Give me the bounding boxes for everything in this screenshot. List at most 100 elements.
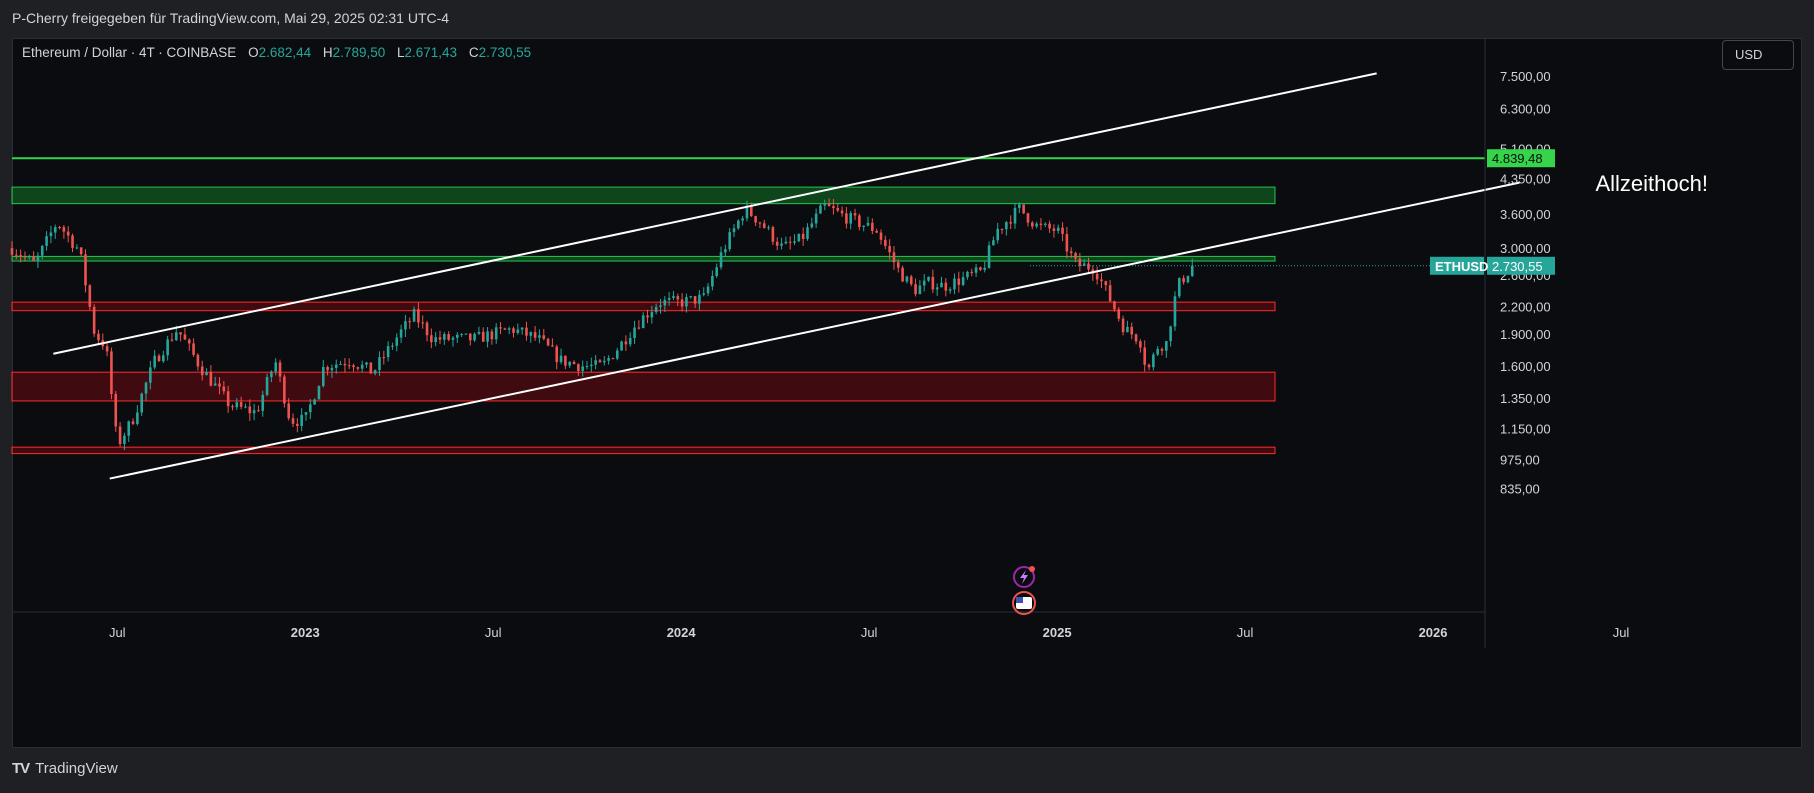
candle-body [832,206,835,209]
candle-body [118,426,122,444]
tradingview-logo-icon[interactable]: TV [12,760,30,777]
candle [123,432,126,451]
candle [663,296,667,313]
candle-body [966,271,969,278]
ath-price-badge [1487,149,1555,168]
candle-body [321,367,325,387]
candle [287,398,290,421]
candle-body [685,297,688,307]
candle-body [131,421,135,424]
candle-body [309,404,312,413]
candle [1052,224,1056,238]
candle [235,397,239,410]
axis-layer: 7.500,006.300,005.100,004.350,003.600,00… [12,38,1629,648]
candle [819,203,822,214]
candle [957,271,961,293]
candle [676,293,680,306]
candle-body [559,355,563,363]
candle-body [36,255,40,262]
candle-body [819,205,822,214]
candle [667,291,671,306]
candle [884,235,887,250]
candle-body [421,322,425,324]
event-icons [1012,566,1036,615]
candle [780,237,783,250]
candle-body [1143,347,1146,365]
candle-body [927,276,930,281]
currency-button[interactable]: USD [1722,40,1794,70]
x-tick-label: 2023 [291,625,320,640]
candle [551,338,554,347]
candle [1173,291,1177,331]
candle [443,332,446,345]
candle [92,304,96,337]
candle-body [793,241,796,243]
candle [1139,339,1142,353]
candle [706,283,710,297]
candle [1190,258,1194,278]
candle-body [386,346,390,358]
candle-body [1165,341,1168,351]
candle [131,418,135,426]
candle [1165,340,1168,358]
candle-body [507,328,511,330]
candle [983,261,987,273]
candle [326,365,329,376]
candle [1005,221,1008,236]
candle-body [780,243,783,246]
candle-body [45,236,48,246]
candle [222,380,226,395]
candle [244,403,247,409]
candle-body [378,357,381,371]
candle [918,279,922,295]
candle-body [88,285,92,307]
candle [494,323,498,344]
candle-body [1160,348,1164,351]
candle-body [32,256,35,262]
y-tick-label: 4.350,00 [1500,171,1551,186]
candle [200,360,204,381]
candle [1035,221,1038,229]
candle [58,225,61,230]
candle-body [62,227,66,232]
candle-body [473,333,476,341]
candle [611,357,615,360]
candle [373,369,377,376]
candle [144,381,148,401]
candle-body [136,412,139,424]
candle-body [577,364,580,372]
candle-body [352,365,355,368]
candle [637,320,641,330]
candle-body [628,338,632,345]
candle-body [758,222,762,224]
candle-body [110,351,113,394]
symbol-title[interactable]: Ethereum / Dollar · 4T · COINBASE [22,45,237,60]
candle [434,331,437,347]
candle [754,215,757,227]
candle [162,350,165,363]
candle-body [460,334,463,336]
candle [19,249,22,263]
candle [875,228,878,234]
candle [555,344,559,370]
candle [1130,322,1134,340]
candle-body [732,228,736,233]
candle [581,360,584,377]
brand-name[interactable]: TradingView [35,760,118,777]
candle-body [343,363,347,366]
candle-body [702,293,706,295]
candle [832,198,835,215]
candle-body [892,252,896,263]
candle-body [127,421,131,436]
candle-body [845,213,848,224]
candle [369,362,373,374]
y-tick-label: 1.350,00 [1500,391,1551,406]
us-flag-event-icon [1012,591,1036,615]
candle-body [244,406,247,408]
candle [313,398,316,405]
candle-body [369,362,373,374]
candle-body [879,232,883,240]
candle-body [382,357,386,359]
candle [646,309,649,324]
